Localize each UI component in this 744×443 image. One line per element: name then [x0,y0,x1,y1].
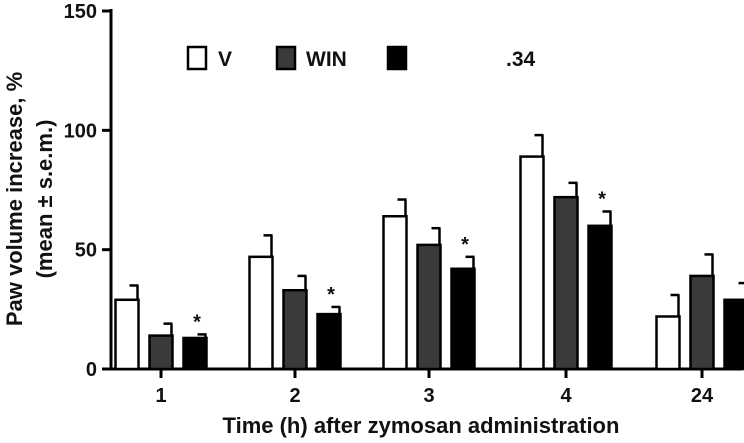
significance-mark: * [598,188,606,210]
bar [182,336,208,371]
bar [655,315,681,371]
significance-mark: * [193,311,201,333]
y-axis-title: Paw volume increase, % [2,72,27,326]
y-tick-label: 100 [64,120,97,142]
legend-swatch [386,45,408,71]
bar [114,298,140,371]
bar [282,288,308,371]
y-axis-subtitle: (mean ± s.e.m.) [32,120,57,279]
x-tick-label: 2 [289,385,300,407]
x-tick-label: 3 [423,385,434,407]
y-tick-label: 150 [64,1,97,23]
x-axis-title: Time (h) after zymosan administration [223,413,620,438]
significance-mark: * [327,284,335,306]
bar [587,224,613,371]
legend: V WIN .34 [186,45,536,71]
bar [416,243,442,371]
significance-mark: * [461,234,469,256]
y-tick-label: 50 [75,240,97,262]
legend-swatch [186,45,208,71]
legend-label: V [218,48,232,71]
bar [450,267,476,371]
legend-swatch [275,45,297,71]
x-tick-label: 1 [155,385,166,407]
bar [689,274,715,371]
y-tick-label: 0 [86,359,97,381]
axes: 0 50 100 150 1 2 3 4 24 [64,1,742,407]
bar [148,334,174,371]
bar [519,155,545,371]
bar [316,312,342,371]
legend-label: WIN [306,48,347,71]
bar [553,195,579,371]
bar [723,298,744,371]
bar [382,215,408,371]
bar [248,255,274,371]
bars: * * * * [114,133,744,371]
x-tick-label: 4 [560,385,572,407]
x-tick-label: 24 [691,385,714,407]
legend-label: .34 [506,48,536,71]
